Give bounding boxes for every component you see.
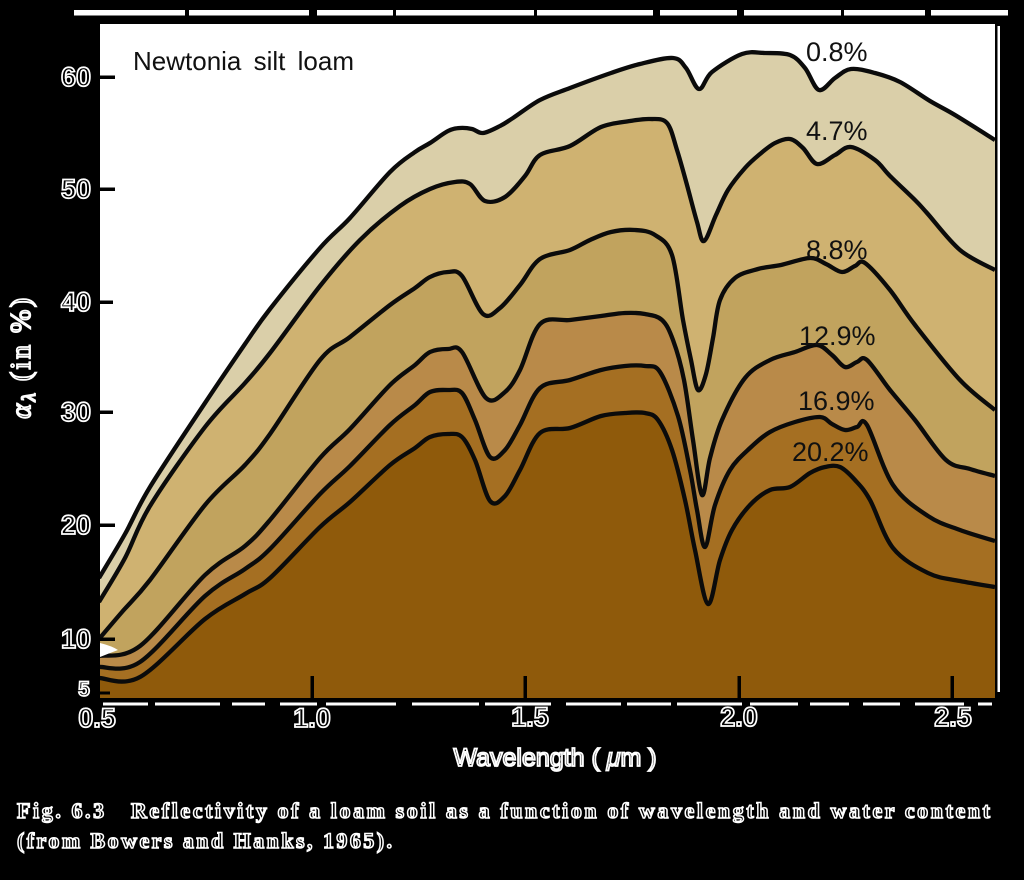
svg-text:50: 50 xyxy=(61,174,91,204)
svg-text:16.9%: 16.9% xyxy=(798,386,875,416)
svg-text:40: 40 xyxy=(61,287,91,317)
svg-text:2.5: 2.5 xyxy=(934,702,972,732)
svg-text:5: 5 xyxy=(78,678,90,701)
svg-text:10: 10 xyxy=(61,624,91,654)
svg-text:60: 60 xyxy=(61,62,91,92)
svg-text:30: 30 xyxy=(61,397,91,427)
svg-text:2.0: 2.0 xyxy=(720,702,758,732)
svg-text:1.5: 1.5 xyxy=(511,702,549,732)
svg-text:12.9%: 12.9% xyxy=(799,321,876,351)
svg-text:20.2%: 20.2% xyxy=(792,437,869,467)
svg-text:Wavelength ( μm ): Wavelength ( μm ) xyxy=(453,744,656,772)
svg-text:8.8%: 8.8% xyxy=(806,235,868,265)
svg-text:20: 20 xyxy=(61,510,91,540)
svg-text:0.8%: 0.8% xyxy=(806,37,868,67)
svg-text:0.5: 0.5 xyxy=(78,703,116,733)
svg-text:(from Bowers and Hanks, 1965).: (from Bowers and Hanks, 1965). xyxy=(17,828,392,853)
svg-text:1.0: 1.0 xyxy=(293,703,331,733)
svg-text:Newtonia silt loam: Newtonia silt loam xyxy=(133,46,354,76)
svg-text:Fig. 6.3 Reflectivity of a l: Fig. 6.3 Reflectivity of a loam soil as … xyxy=(17,798,991,823)
svg-text:4.7%: 4.7% xyxy=(806,116,868,146)
